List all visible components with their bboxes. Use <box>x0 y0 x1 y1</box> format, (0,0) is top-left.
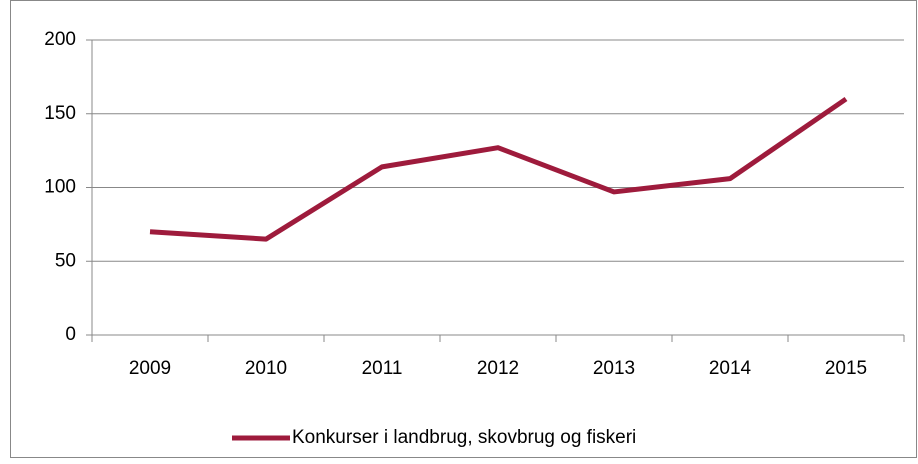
x-tick-label: 2010 <box>245 358 287 379</box>
x-tick-label: 2014 <box>709 358 752 379</box>
y-tick-label: 100 <box>44 177 76 198</box>
x-tick-label: 2012 <box>477 358 519 379</box>
x-tick-label: 2011 <box>362 358 403 379</box>
data-line <box>149 96 848 242</box>
x-tick-label: 2009 <box>129 358 171 379</box>
y-tick-label: 0 <box>65 324 76 345</box>
chart-frame <box>10 0 917 458</box>
x-tick-label: 2015 <box>825 358 867 379</box>
y-tick-label: 200 <box>44 29 76 50</box>
y-tick-label: 150 <box>44 103 76 124</box>
y-tick-label: 50 <box>55 250 76 271</box>
legend-label: Konkurser i landbrug, skovbrug og fisker… <box>292 427 636 448</box>
x-tick-label: 2013 <box>593 358 635 379</box>
